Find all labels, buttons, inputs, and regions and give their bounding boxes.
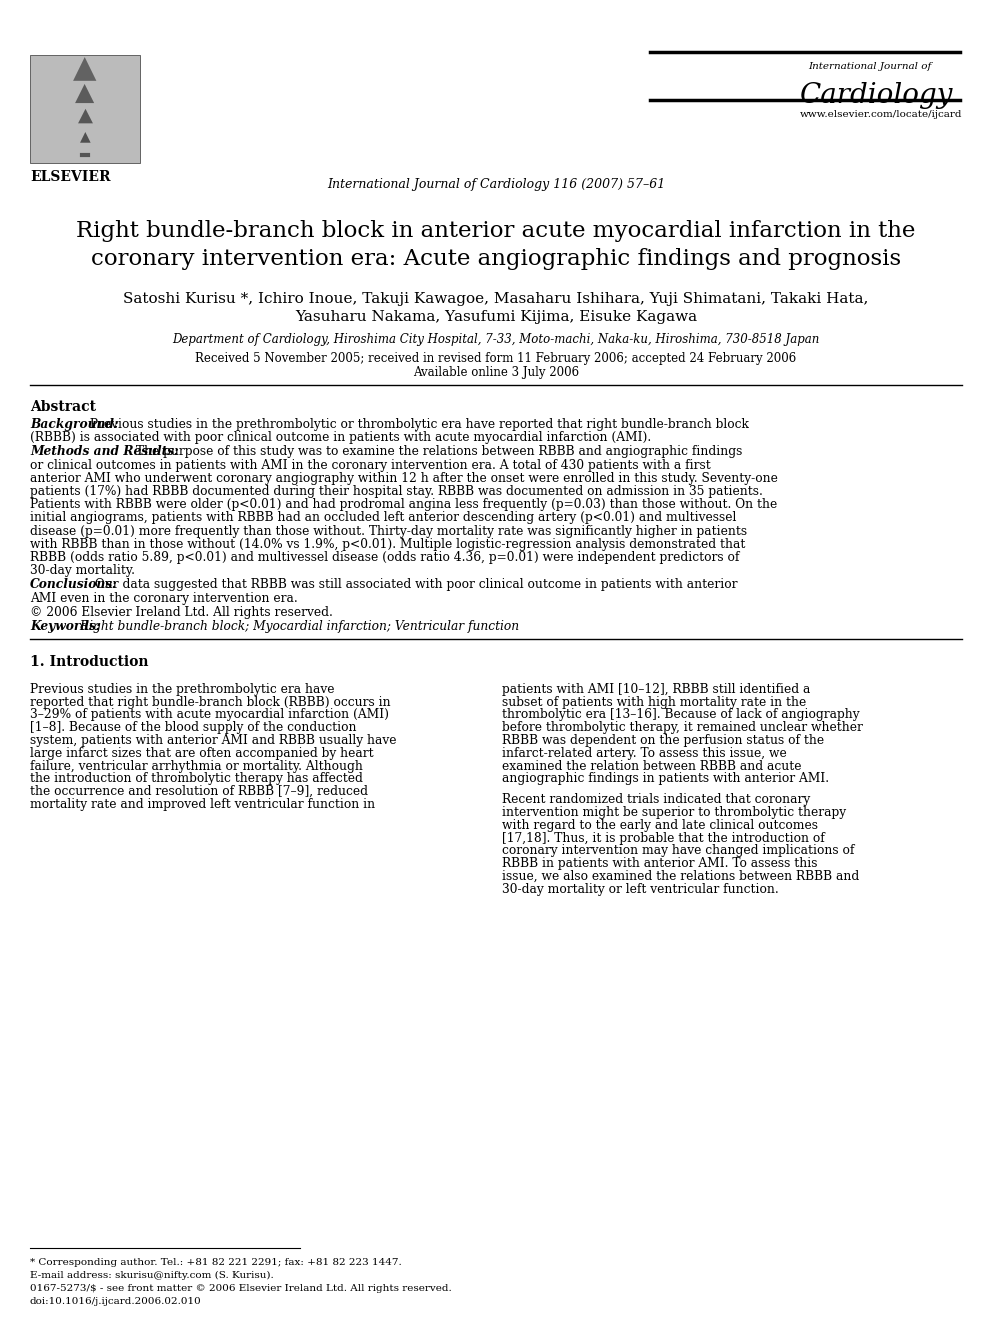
Text: AMI even in the coronary intervention era.: AMI even in the coronary intervention er… [30, 591, 298, 605]
Text: subset of patients with high mortality rate in the: subset of patients with high mortality r… [502, 696, 806, 709]
Text: RBBB in patients with anterior AMI. To assess this: RBBB in patients with anterior AMI. To a… [502, 857, 817, 871]
Text: infarct-related artery. To assess this issue, we: infarct-related artery. To assess this i… [502, 746, 787, 759]
Text: Right bundle-branch block in anterior acute myocardial infarction in the: Right bundle-branch block in anterior ac… [76, 220, 916, 242]
Text: Conclusions:: Conclusions: [30, 578, 118, 591]
Text: Our data suggested that RBBB was still associated with poor clinical outcome in : Our data suggested that RBBB was still a… [91, 578, 737, 591]
Text: with regard to the early and late clinical outcomes: with regard to the early and late clinic… [502, 819, 818, 832]
Text: disease (p=0.01) more frequently than those without. Thirty-day mortality rate w: disease (p=0.01) more frequently than th… [30, 525, 747, 537]
Text: patients with AMI [10–12], RBBB still identified a: patients with AMI [10–12], RBBB still id… [502, 683, 810, 696]
Text: ELSEVIER: ELSEVIER [30, 169, 110, 184]
Text: intervention might be superior to thrombolytic therapy: intervention might be superior to thromb… [502, 806, 846, 819]
Text: [17,18]. Thus, it is probable that the introduction of: [17,18]. Thus, it is probable that the i… [502, 832, 824, 844]
Text: Yasuharu Nakama, Yasufumi Kijima, Eisuke Kagawa: Yasuharu Nakama, Yasufumi Kijima, Eisuke… [295, 310, 697, 324]
Text: * Corresponding author. Tel.: +81 82 221 2291; fax: +81 82 223 1447.: * Corresponding author. Tel.: +81 82 221… [30, 1258, 402, 1267]
Text: ▲: ▲ [79, 130, 90, 143]
Text: the introduction of thrombolytic therapy has affected: the introduction of thrombolytic therapy… [30, 773, 363, 786]
Text: coronary intervention may have changed implications of: coronary intervention may have changed i… [502, 844, 854, 857]
Text: the occurrence and resolution of RBBB [7–9], reduced: the occurrence and resolution of RBBB [7… [30, 785, 368, 798]
Text: before thrombolytic therapy, it remained unclear whether: before thrombolytic therapy, it remained… [502, 721, 863, 734]
Text: E-mail address: skurisu@nifty.com (S. Kurisu).: E-mail address: skurisu@nifty.com (S. Ku… [30, 1271, 274, 1281]
Text: system, patients with anterior AMI and RBBB usually have: system, patients with anterior AMI and R… [30, 734, 397, 747]
Text: doi:10.1016/j.ijcard.2006.02.010: doi:10.1016/j.ijcard.2006.02.010 [30, 1297, 201, 1306]
Text: Previous studies in the prethrombolytic or thrombolytic era have reported that r: Previous studies in the prethrombolytic … [86, 418, 749, 431]
Text: 0167-5273/$ - see front matter © 2006 Elsevier Ireland Ltd. All rights reserved.: 0167-5273/$ - see front matter © 2006 El… [30, 1285, 451, 1293]
Text: Methods and Results:: Methods and Results: [30, 446, 179, 458]
Text: RBBB was dependent on the perfusion status of the: RBBB was dependent on the perfusion stat… [502, 734, 824, 747]
Text: large infarct sizes that are often accompanied by heart: large infarct sizes that are often accom… [30, 746, 374, 759]
Text: angiographic findings in patients with anterior AMI.: angiographic findings in patients with a… [502, 773, 829, 786]
Text: initial angiograms, patients with RBBB had an occluded left anterior descending : initial angiograms, patients with RBBB h… [30, 512, 736, 524]
Text: ▲: ▲ [77, 106, 92, 124]
Text: Satoshi Kurisu *, Ichiro Inoue, Takuji Kawagoe, Masaharu Ishihara, Yuji Shimatan: Satoshi Kurisu *, Ichiro Inoue, Takuji K… [123, 292, 869, 306]
Text: International Journal of Cardiology 116 (2007) 57–61: International Journal of Cardiology 116 … [327, 179, 665, 191]
Text: International Journal of: International Journal of [808, 62, 931, 71]
Text: RBBB (odds ratio 5.89, p<0.01) and multivessel disease (odds ratio 4.36, p=0.01): RBBB (odds ratio 5.89, p<0.01) and multi… [30, 550, 739, 564]
Text: ▲: ▲ [75, 81, 94, 105]
Text: or clinical outcomes in patients with AMI in the coronary intervention era. A to: or clinical outcomes in patients with AM… [30, 459, 710, 471]
Text: Right bundle-branch block; Myocardial infarction; Ventricular function: Right bundle-branch block; Myocardial in… [75, 619, 519, 632]
Text: Cardiology: Cardiology [800, 82, 953, 108]
Text: with RBBB than in those without (14.0% vs 1.9%, p<0.01). Multiple logistic-regre: with RBBB than in those without (14.0% v… [30, 538, 745, 550]
Text: Received 5 November 2005; received in revised form 11 February 2006; accepted 24: Received 5 November 2005; received in re… [195, 352, 797, 365]
Text: (RBBB) is associated with poor clinical outcome in patients with acute myocardia: (RBBB) is associated with poor clinical … [30, 431, 652, 445]
Text: coronary intervention era: Acute angiographic findings and prognosis: coronary intervention era: Acute angiogr… [91, 247, 901, 270]
Text: Previous studies in the prethrombolytic era have: Previous studies in the prethrombolytic … [30, 683, 334, 696]
Text: [1–8]. Because of the blood supply of the conduction: [1–8]. Because of the blood supply of th… [30, 721, 356, 734]
Text: ▲: ▲ [73, 54, 97, 83]
Text: 30-day mortality.: 30-day mortality. [30, 564, 135, 577]
Bar [30, 56, 140, 163]
Text: anterior AMI who underwent coronary angiography within 12 h after the onset were: anterior AMI who underwent coronary angi… [30, 472, 778, 484]
Text: Department of Cardiology, Hiroshima City Hospital, 7-33, Moto-machi, Naka-ku, Hi: Department of Cardiology, Hiroshima City… [173, 333, 819, 347]
Text: Background:: Background: [30, 418, 118, 431]
Text: 30-day mortality or left ventricular function.: 30-day mortality or left ventricular fun… [502, 882, 779, 896]
Text: 1. Introduction: 1. Introduction [30, 655, 149, 669]
Text: mortality rate and improved left ventricular function in: mortality rate and improved left ventric… [30, 798, 375, 811]
Text: The purpose of this study was to examine the relations between RBBB and angiogra: The purpose of this study was to examine… [132, 446, 742, 458]
Text: reported that right bundle-branch block (RBBB) occurs in: reported that right bundle-branch block … [30, 696, 391, 709]
Text: issue, we also examined the relations between RBBB and: issue, we also examined the relations be… [502, 871, 859, 882]
Text: thrombolytic era [13–16]. Because of lack of angiography: thrombolytic era [13–16]. Because of lac… [502, 708, 860, 721]
Text: failure, ventricular arrhythmia or mortality. Although: failure, ventricular arrhythmia or morta… [30, 759, 363, 773]
Text: Patients with RBBB were older (p<0.01) and had prodromal angina less frequently : Patients with RBBB were older (p<0.01) a… [30, 499, 778, 511]
Text: patients (17%) had RBBB documented during their hospital stay. RBBB was document: patients (17%) had RBBB documented durin… [30, 486, 763, 497]
Text: © 2006 Elsevier Ireland Ltd. All rights reserved.: © 2006 Elsevier Ireland Ltd. All rights … [30, 606, 333, 619]
Text: www.elsevier.com/locate/ijcard: www.elsevier.com/locate/ijcard [800, 110, 962, 119]
Text: Abstract: Abstract [30, 400, 96, 414]
Text: Recent randomized trials indicated that coronary: Recent randomized trials indicated that … [502, 794, 810, 806]
Text: Keywords:: Keywords: [30, 619, 100, 632]
Text: 3–29% of patients with acute myocardial infarction (AMI): 3–29% of patients with acute myocardial … [30, 708, 389, 721]
Text: examined the relation between RBBB and acute: examined the relation between RBBB and a… [502, 759, 802, 773]
Text: Available online 3 July 2006: Available online 3 July 2006 [413, 366, 579, 378]
